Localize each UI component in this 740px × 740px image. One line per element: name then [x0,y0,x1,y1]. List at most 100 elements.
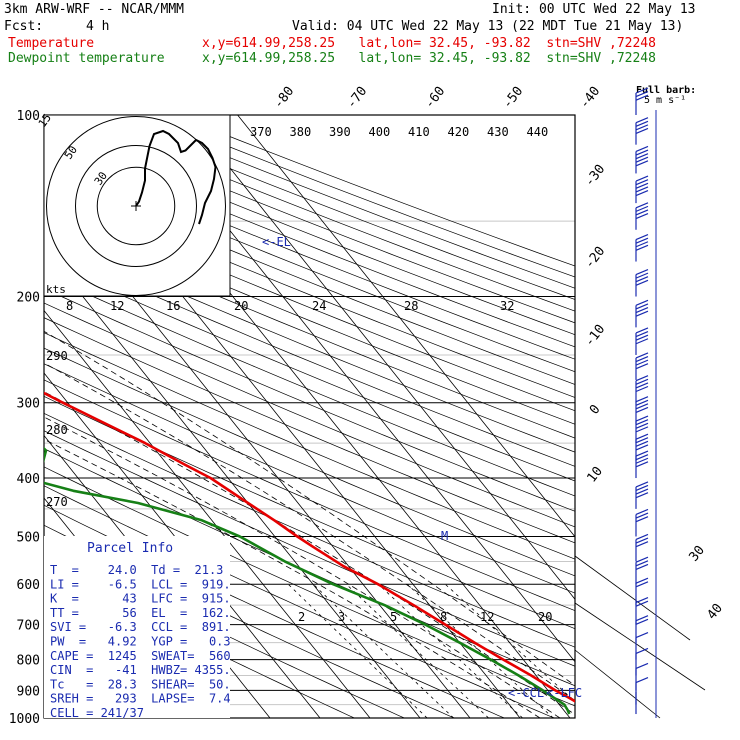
pressure-tick-label: 500 [17,530,40,545]
wind-barb-flag [635,233,649,241]
parcel-info-row: CELL = 241/37 [50,706,144,720]
wind-barb-flag [635,182,649,189]
theta-label: 440 [527,125,549,139]
temperature-legend: Temperature [8,36,95,51]
mixing-ratio-line [287,583,428,718]
wind-barb-flag [635,307,649,314]
wind-barb-flag [635,175,649,182]
dry-adiabat-line [44,288,575,512]
dry-adiabat-label: 280 [46,423,68,437]
wind-legend-title: Full barb: [636,85,696,96]
wind-barb [635,268,649,297]
dry-adiabat-line [44,246,575,467]
wind-barb-flag [635,632,649,639]
pressure-tick-label: 700 [17,619,40,634]
isotherm-line [187,115,575,600]
wind-barb [635,175,649,204]
wind-barb [635,556,649,585]
wind-barb-flag [635,213,649,220]
isotherm-extension [574,555,691,641]
pressure-tick-label: 200 [17,291,40,306]
wind-barb-flag [635,160,649,167]
dry-adiabat-line [44,170,575,385]
parcel-info-row: SREH = 293 LAPSE= 7.4 [50,692,231,706]
wind-barb [635,299,649,328]
wind-barb-flag [635,145,649,152]
isotherm-line [44,122,521,718]
theta-label: 420 [448,125,470,139]
wind-barb-flag [635,272,649,279]
hodograph-scale-label: 20 [234,299,248,313]
isotherm-tick-label: -30 [582,162,608,190]
isotherm-tick-label: -40 [577,84,603,112]
wind-barb [635,202,649,230]
wind-barb-flag [635,488,649,495]
wind-barb-flag [635,186,649,193]
moist-adiabat-line [44,362,575,701]
wind-barb-flag [635,537,649,544]
wind-barb-flag [635,516,649,523]
forecast-label: Fcst: [4,19,44,34]
wind-barb-flag [635,117,649,124]
forecast-hour: 4 h [86,19,110,34]
parcel-info-row: K = 43 LFC = 915. [50,592,231,606]
hodograph-scale-label: 32 [500,299,514,313]
wind-barb-flag [635,244,649,251]
isotherm-line [87,115,571,718]
parcel-info-row: SVI = -6.3 CCL = 891. [50,620,231,634]
parcel-info-row: CAPE = 1245 SWEAT= 560 [50,649,231,663]
parcel-info-row: TT = 56 EL = 162. [50,606,231,620]
parcel-info-row: PW = 4.92 YGP = 0.3 [50,635,231,649]
wind-barb [635,415,649,444]
pressure-tick-label: 600 [17,578,40,593]
mixing-ratio-label: 3 [338,610,345,624]
annotation-label: M [441,529,448,543]
hodograph-scale-label: 8 [66,299,73,313]
dry-adiabat-line [44,566,355,718]
mixing-ratio-line [378,583,523,718]
theta-label: 390 [329,125,351,139]
wind-barb-flag [635,202,649,209]
wind-barb-flag [635,276,649,283]
isotherm-tick-label: 0 [587,402,604,417]
wind-barb [635,233,649,262]
wind-barb-flag [635,382,649,389]
wind-barb-flag [635,484,649,492]
wind-barb-flag [635,662,649,669]
wind-barb-flag [635,355,649,363]
wind-barb-flag [635,437,649,444]
wind-barb [635,145,649,174]
annotation-label: <-EL [262,235,291,249]
wind-barb [635,375,649,403]
wind-barb-flag [635,396,649,403]
wind-legend-units: 5 m s⁻¹ [644,95,686,106]
wind-barb-flag [635,422,649,429]
parcel-info-panel [44,536,230,718]
wind-barb [635,327,649,355]
hodograph-ring-label: 30 [92,169,110,187]
wind-barb-flag [635,124,649,131]
wind-barb-flag [635,481,649,488]
hodograph-ring [46,116,226,296]
wind-barb [635,396,649,424]
mixing-ratio-label: 12 [480,610,494,624]
isotherm-tick-label: -80 [271,84,297,112]
wind-barb-flag [635,363,649,370]
mixing-ratio-line [313,583,454,718]
wind-barb-flag [635,359,649,366]
isotherm-tick-label: -70 [344,84,370,112]
wind-barb-flag [635,378,649,385]
dry-adiabat-line [44,147,575,360]
wind-barb [635,615,649,643]
wind-barb-flag [635,91,649,98]
dry-adiabat-line [44,317,575,544]
hodograph-scale-label: 28 [404,299,418,313]
theta-label: 370 [250,125,272,139]
wind-barb-flag [635,426,649,433]
wind-barb-flag [635,399,649,406]
dry-adiabat-line [44,379,575,612]
theta-label: 410 [408,125,430,139]
model-title: 3km ARW-WRF -- NCAR/MMM [4,2,185,17]
mixing-ratio-label: 5 [390,610,397,624]
